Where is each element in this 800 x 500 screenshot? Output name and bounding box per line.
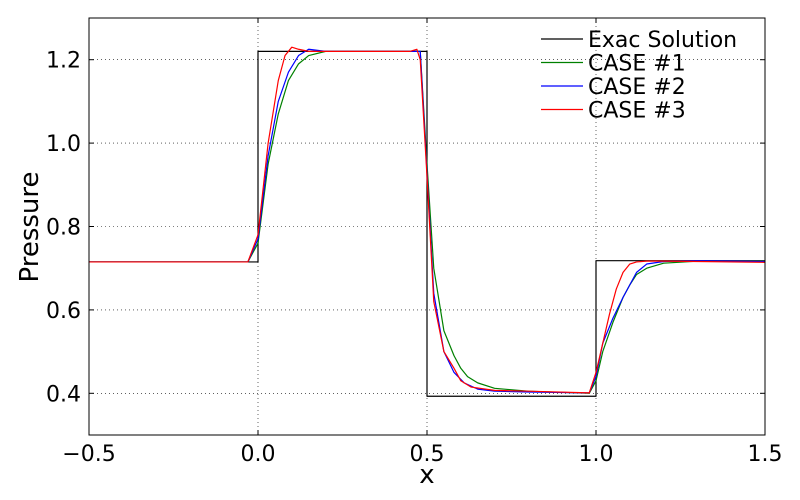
x-tick-label: 0.0 <box>241 442 276 467</box>
y-tick-label: 0.6 <box>46 299 81 324</box>
y-tick-label: 0.8 <box>46 216 81 241</box>
series-line-3 <box>89 48 765 394</box>
y-axis-label: Pressure <box>15 171 45 282</box>
legend-label: CASE #1 <box>588 52 686 77</box>
x-tick-label: 0.5 <box>410 442 445 467</box>
y-tick-label: 1.2 <box>46 49 81 74</box>
axis-ticks: −0.5 0.0 0.5 1.0 1.5 0.4 0.6 0.8 1.0 1.2 <box>46 18 783 467</box>
x-tick-label: 1.0 <box>579 442 614 467</box>
x-tick-label: −0.5 <box>62 442 115 467</box>
legend-label: CASE #2 <box>588 75 686 100</box>
plot-series-group <box>89 46 765 397</box>
y-tick-label: 1.0 <box>46 132 81 157</box>
x-axis-label: x <box>419 460 434 490</box>
x-tick-label: 1.5 <box>748 442 783 467</box>
legend-label: CASE #3 <box>588 99 686 124</box>
series-line-4 <box>89 46 765 394</box>
legend-label: Exac Solution <box>588 28 737 53</box>
y-tick-label: 0.4 <box>46 382 81 407</box>
series-line-1 <box>89 50 765 397</box>
